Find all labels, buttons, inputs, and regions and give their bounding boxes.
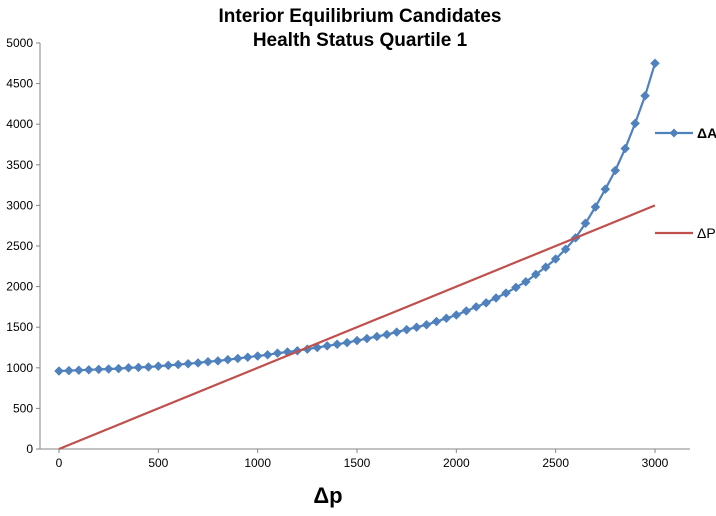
data-point — [203, 356, 213, 367]
data-point — [421, 319, 432, 330]
data-point — [501, 288, 511, 298]
data-point — [431, 316, 442, 327]
y-tick-label: 5000 — [6, 36, 33, 50]
x-tick-label: 3000 — [642, 456, 669, 470]
y-tick-label: 4500 — [6, 77, 33, 91]
y-tick-label: 4000 — [6, 117, 33, 131]
data-point — [481, 297, 491, 308]
data-point — [143, 362, 154, 372]
legend-swatch-marker — [669, 128, 679, 138]
data-point — [83, 364, 94, 375]
data-point — [252, 351, 263, 361]
data-point — [223, 354, 233, 365]
data-point — [600, 184, 611, 195]
series-line-delta-ac — [58, 62, 657, 373]
legend-label: ΔP — [697, 225, 716, 241]
data-point — [540, 262, 551, 272]
series-line-delta-p — [58, 204, 656, 451]
data-point — [461, 306, 472, 316]
x-axis-label: Δp — [313, 483, 342, 508]
data-point — [342, 337, 352, 348]
data-point — [411, 322, 422, 333]
x-tick-label: 2500 — [542, 456, 569, 470]
data-point — [242, 352, 253, 363]
data-point — [610, 165, 621, 176]
chart-title-line: Health Status Quartile 1 — [253, 30, 468, 51]
data-point — [471, 302, 482, 312]
series — [54, 58, 660, 451]
data-point — [153, 361, 164, 372]
data-point — [113, 363, 124, 374]
data-point — [262, 349, 273, 360]
x-tick-label: 2000 — [443, 456, 470, 470]
x-tick-label: 1000 — [244, 456, 271, 470]
data-point — [451, 310, 462, 320]
legend: ΔAC ΔP — [655, 125, 716, 241]
data-point — [441, 313, 452, 324]
legend-label: ΔAC — [697, 125, 716, 141]
axes — [36, 42, 690, 453]
data-point — [372, 331, 382, 342]
data-point — [93, 364, 104, 375]
data-point — [620, 143, 631, 154]
data-point — [511, 282, 521, 293]
data-point — [550, 254, 561, 264]
y-tick-label: 1000 — [6, 361, 33, 375]
x-tick-label: 500 — [148, 456, 168, 470]
data-point — [401, 324, 412, 335]
data-point — [163, 360, 174, 371]
data-point — [560, 244, 571, 255]
data-point — [123, 362, 134, 373]
y-tick-label: 0 — [26, 442, 33, 456]
y-tick-label: 3500 — [6, 158, 33, 172]
data-point — [272, 348, 283, 359]
data-point — [64, 365, 74, 376]
data-point — [650, 58, 660, 69]
data-point — [232, 353, 243, 364]
data-point — [213, 356, 223, 366]
data-point — [173, 359, 184, 370]
data-point — [103, 364, 114, 374]
x-tick-label: 1500 — [344, 456, 371, 470]
data-point — [630, 118, 640, 129]
data-point — [391, 327, 402, 337]
x-tick-label: 0 — [56, 456, 63, 470]
data-point — [193, 358, 203, 368]
data-point — [530, 269, 541, 280]
data-point — [381, 329, 392, 340]
data-point — [133, 362, 144, 373]
y-tick-label: 3000 — [6, 198, 33, 212]
data-point — [332, 339, 342, 350]
data-point — [352, 335, 362, 346]
y-tick-label: 500 — [13, 401, 33, 415]
data-point — [590, 202, 601, 212]
chart-title-line: Interior Equilibrium Candidates — [219, 6, 502, 27]
y-tick-label: 2000 — [6, 280, 33, 294]
chart-title: Interior Equilibrium Candidates Health St… — [219, 6, 502, 51]
data-point — [362, 333, 372, 344]
data-point — [183, 358, 193, 369]
data-point — [54, 366, 64, 376]
tick-labels: 0500100015002000250030003500400045005000… — [6, 36, 668, 470]
data-point — [74, 365, 84, 376]
y-tick-label: 2500 — [6, 239, 33, 253]
y-tick-label: 1500 — [6, 320, 33, 334]
data-point — [322, 341, 333, 351]
data-point — [491, 293, 501, 303]
data-point — [640, 90, 650, 101]
data-point — [521, 276, 531, 287]
data-point — [580, 218, 591, 229]
